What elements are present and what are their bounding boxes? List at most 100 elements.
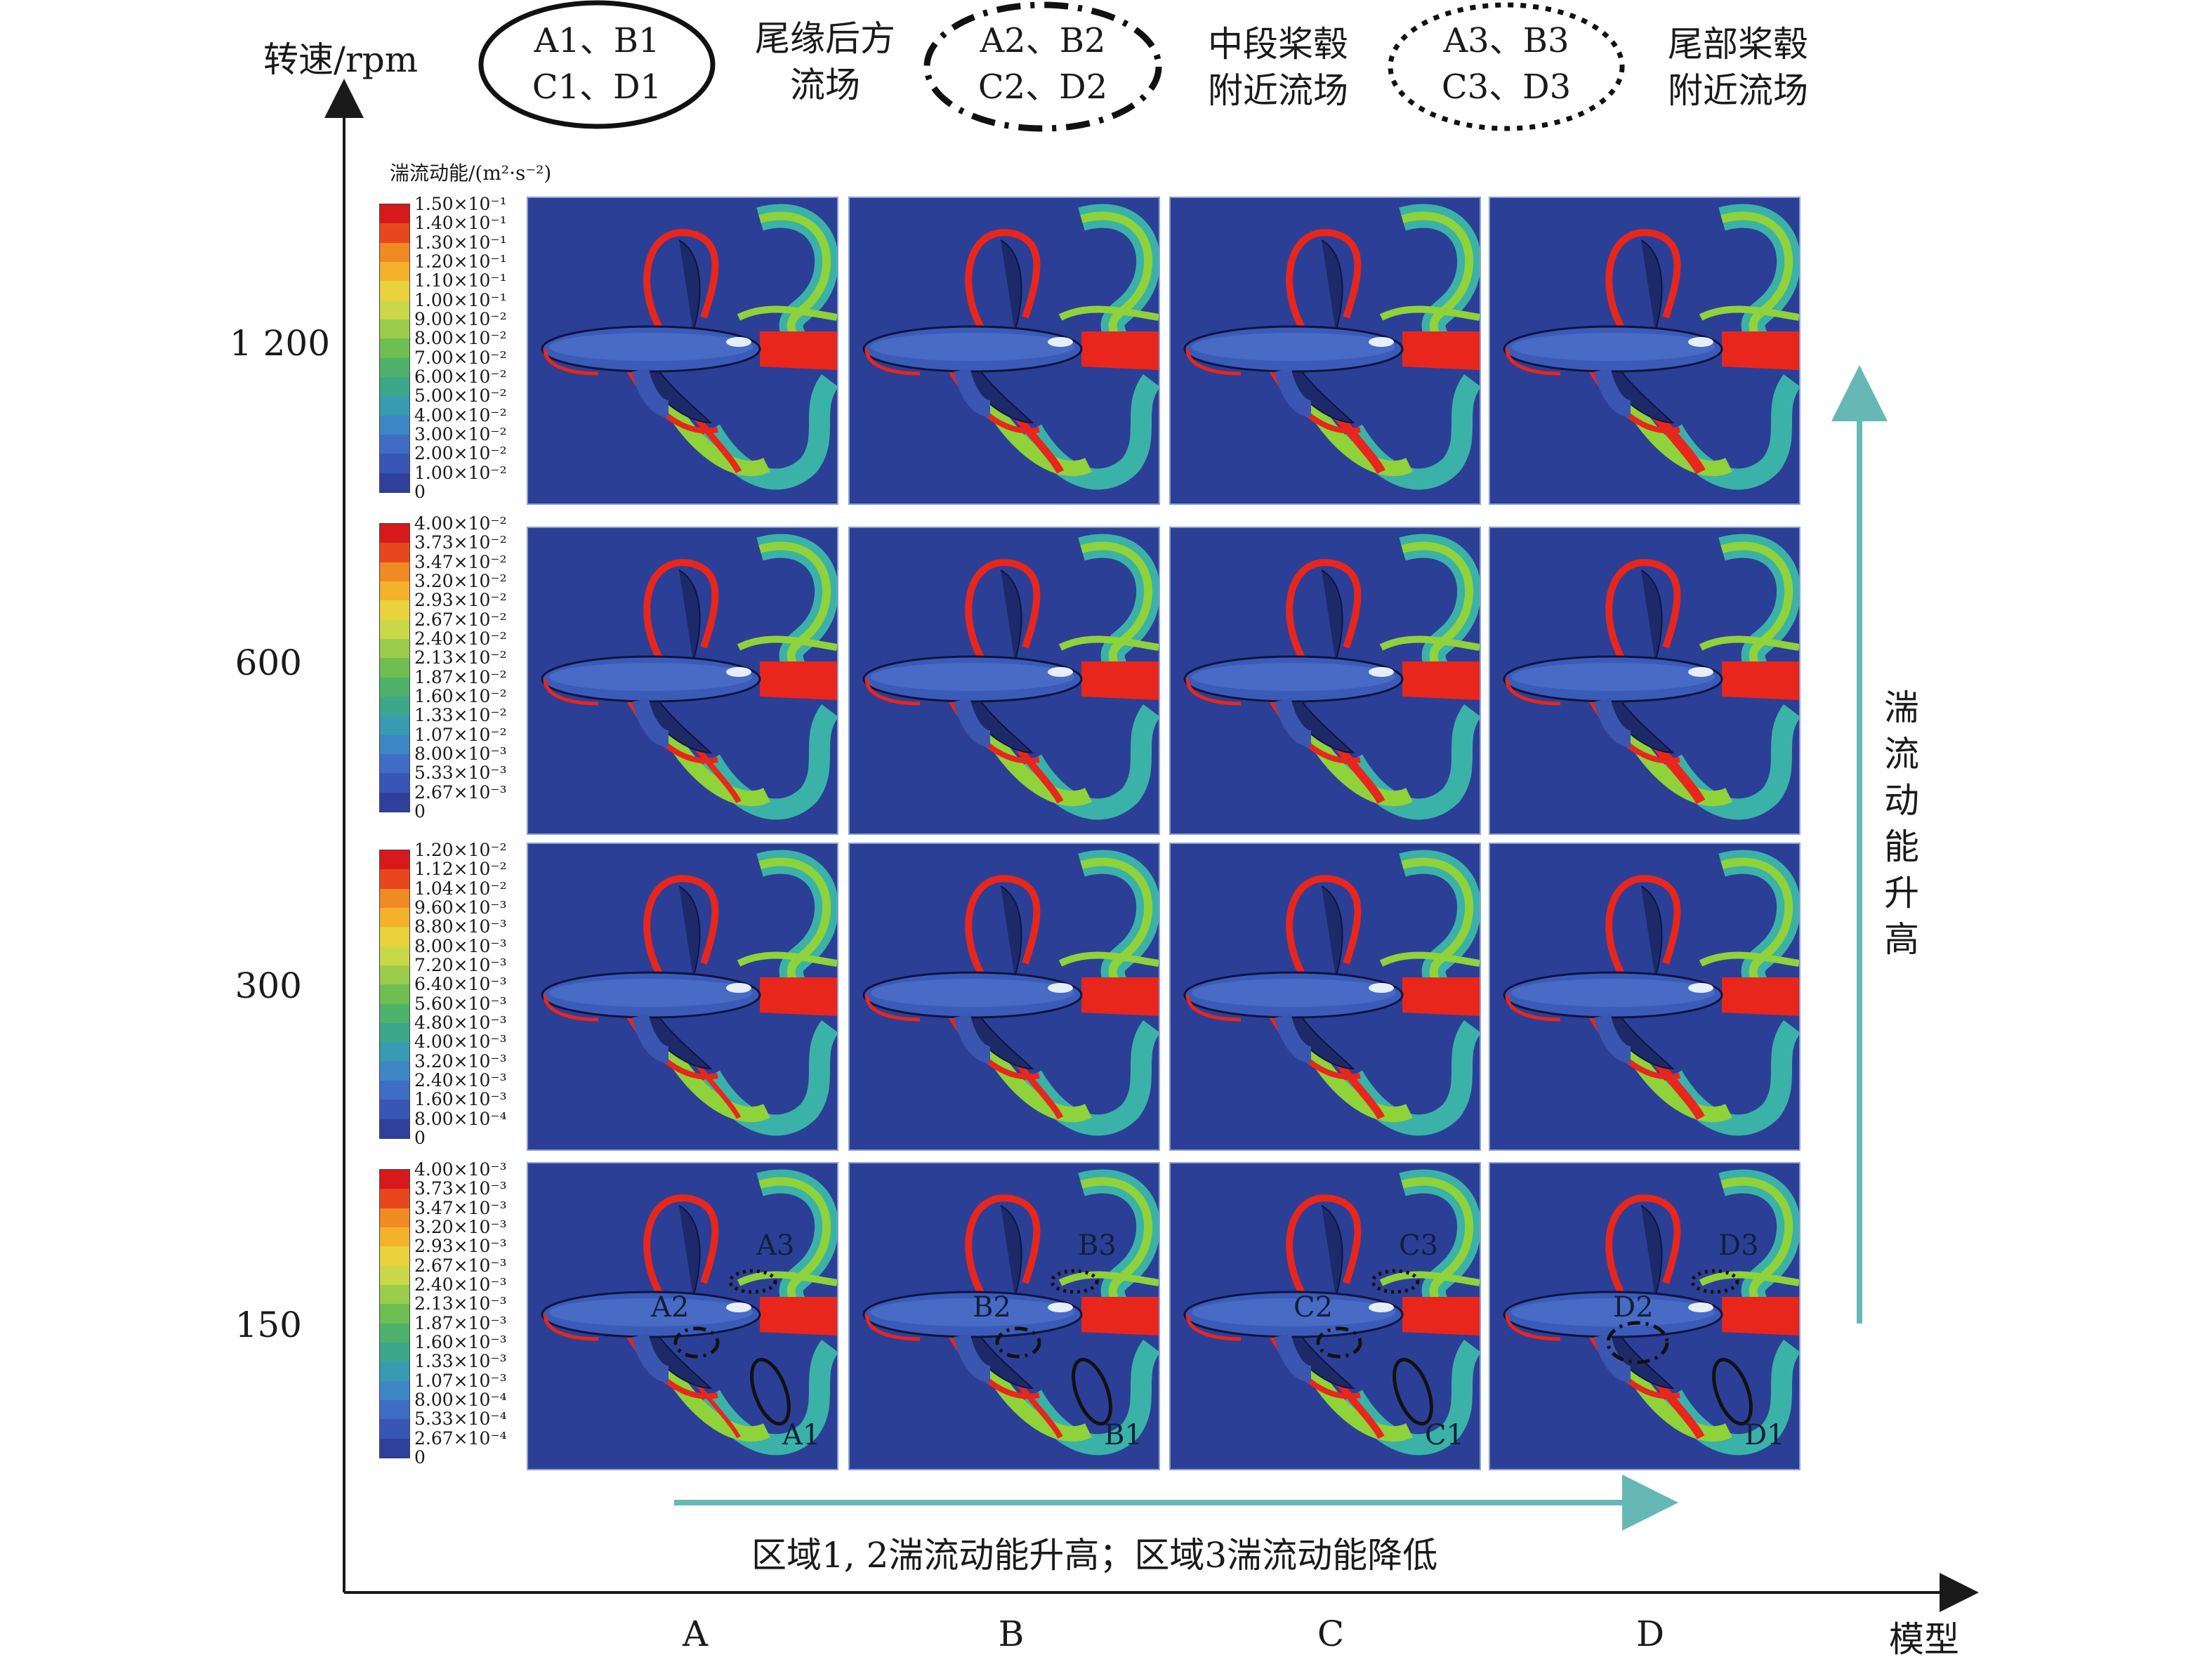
colorbar-segment (380, 773, 409, 793)
colorbar-segment (380, 204, 409, 224)
colorbar-segment (380, 869, 409, 890)
colorbar-tick: 5.33×10⁻³ (414, 763, 507, 784)
contour-cell-A-2 (527, 843, 838, 1151)
colorbar-1 (379, 523, 410, 812)
contour-cell-B-3: B3 B2 B1 (848, 1162, 1160, 1470)
right-note-char: 升 (1884, 873, 1919, 914)
region-label-3: B3 (1078, 1229, 1117, 1262)
colorbar-tick: 2.13×10⁻³ (414, 1293, 507, 1314)
right-note-char: 湍 (1884, 687, 1919, 728)
colorbar-segment (380, 715, 409, 736)
colorbar-segment (380, 319, 409, 339)
region-label-2: C2 (1293, 1291, 1333, 1324)
contour-cell-A-0 (527, 197, 838, 505)
colorbar-segment (380, 415, 409, 435)
legend-dotted-line1: A3、B3 (1443, 21, 1569, 60)
colorbar-segment (380, 1323, 409, 1343)
x-tick-C: C (1317, 1614, 1345, 1654)
colorbar-tick: 1.33×10⁻² (414, 705, 507, 726)
colorbar-tick: 6.00×10⁻² (414, 367, 507, 387)
contour-cell-D-1 (1489, 527, 1800, 835)
colorbar-segment (380, 473, 409, 493)
colorbar-segment (380, 1208, 409, 1228)
contour-cell-D-2 (1489, 843, 1800, 1151)
contour-cell-C-0 (1169, 197, 1481, 505)
contour-cell-B-0 (848, 197, 1160, 505)
colorbar-tick: 3.20×10⁻³ (414, 1217, 507, 1237)
contour-cell-D-3: D3 D2 D1 (1489, 1162, 1800, 1470)
colorbar-tick: 1.40×10⁻¹ (414, 213, 507, 234)
colorbar-segment (380, 1285, 409, 1305)
contour-cell-C-2 (1169, 843, 1481, 1151)
colorbar-tick: 2.40×10⁻³ (414, 1070, 507, 1090)
colorbar-segment (380, 543, 409, 563)
y-axis-label: 转速/rpm (263, 39, 419, 80)
colorbar-tick: 1.20×10⁻² (414, 840, 507, 860)
colorbar-segment (380, 927, 409, 947)
colorbar-tick: 2.67×10⁻³ (414, 781, 507, 803)
legend-dotted-desc1: 尾部桨毂 (1668, 24, 1808, 65)
colorbar-tick: 3.00×10⁻² (414, 424, 507, 444)
colorbar-segment (380, 377, 409, 397)
legend-dashdot-line2: C2、D2 (977, 67, 1108, 107)
colorbar-segment (380, 435, 409, 454)
legend-ellipse-dotted (1388, 2, 1625, 131)
colorbar-tick: 1.30×10⁻¹ (414, 232, 507, 253)
colorbar-segment (380, 338, 409, 359)
colorbar-tick: 1.87×10⁻³ (414, 1312, 507, 1333)
contour-cell-A-3: A3 A2 A1 (527, 1162, 838, 1470)
colorbar-tick: 2.13×10⁻² (414, 647, 507, 668)
colorbar-segment (380, 600, 409, 621)
colorbar-segment (380, 1343, 409, 1362)
contour-cell-B-1 (848, 527, 1160, 835)
colorbar-segment (380, 984, 409, 1005)
colorbar-tick: 4.00×10⁻³ (414, 1159, 507, 1180)
colorbar-tick: 8.00×10⁻³ (414, 935, 507, 956)
colorbar-segment (380, 581, 409, 601)
colorbar-tick: 1.00×10⁻² (414, 462, 507, 483)
colorbar-segment (380, 1419, 409, 1439)
colorbar-tick: 2.93×10⁻² (414, 590, 507, 611)
legend-dotted-text: A3、B3 C3、D3 (1415, 18, 1598, 110)
colorbar-tick: 1.04×10⁻² (414, 878, 507, 899)
legend-solid-desc1: 尾缘后方 (755, 18, 895, 59)
colorbar-segment (380, 1170, 409, 1189)
colorbar-tick: 1.10×10⁻¹ (414, 270, 507, 291)
colorbar-segment (380, 1361, 409, 1382)
colorbar-tick: 1.60×10⁻³ (414, 1089, 507, 1110)
colorbar-0 (379, 204, 410, 493)
contour-cell-B-2 (848, 843, 1160, 1151)
colorbar-segment (380, 262, 409, 282)
colorbar-segment (380, 697, 409, 716)
colorbar-tick: 3.20×10⁻² (414, 571, 507, 591)
legend-dotted-desc: 尾部桨毂 附近流场 (1647, 21, 1829, 114)
colorbar-tick: 2.67×10⁻² (414, 609, 507, 630)
colorbar-segment (380, 792, 409, 812)
colorbar-title: 湍流动能/(m²·s⁻²) (390, 161, 552, 185)
colorbar-tick: 1.60×10⁻³ (414, 1332, 507, 1352)
colorbar-segment (380, 946, 409, 966)
colorbar-tick: 7.20×10⁻³ (414, 955, 507, 975)
colorbar-tick: 1.87×10⁻² (414, 666, 507, 687)
colorbar-tick: 9.60×10⁻³ (414, 897, 507, 918)
colorbar-tick: 1.07×10⁻² (414, 724, 507, 745)
colorbar-tick: 3.47×10⁻³ (414, 1197, 507, 1218)
colorbar-segment (380, 1265, 409, 1286)
colorbar-segment (380, 908, 409, 928)
colorbar-segment (380, 1081, 409, 1100)
colorbar-segment (380, 1003, 409, 1024)
colorbar-segment (380, 965, 409, 985)
legend-ellipse-dashdot (923, 1, 1162, 132)
x-tick-D: D (1635, 1614, 1665, 1654)
right-note-char: 动 (1884, 780, 1919, 821)
colorbar-segment (380, 300, 409, 320)
y-tick-150: 150 (235, 1305, 302, 1345)
colorbar-tick: 4.00×10⁻³ (414, 1031, 507, 1053)
colorbar-tick: 1.33×10⁻³ (414, 1351, 507, 1372)
y-tick-1200: 1 200 (229, 323, 330, 364)
colorbar-segment (380, 1119, 409, 1139)
colorbar-tick: 8.00×10⁻³ (414, 744, 507, 764)
region-label-1: C1 (1425, 1419, 1464, 1451)
colorbar-segment (380, 1438, 409, 1458)
colorbar-tick: 4.00×10⁻² (414, 513, 507, 534)
